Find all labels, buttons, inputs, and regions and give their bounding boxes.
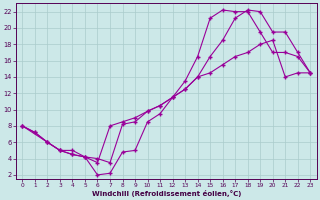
X-axis label: Windchill (Refroidissement éolien,°C): Windchill (Refroidissement éolien,°C)	[92, 190, 241, 197]
